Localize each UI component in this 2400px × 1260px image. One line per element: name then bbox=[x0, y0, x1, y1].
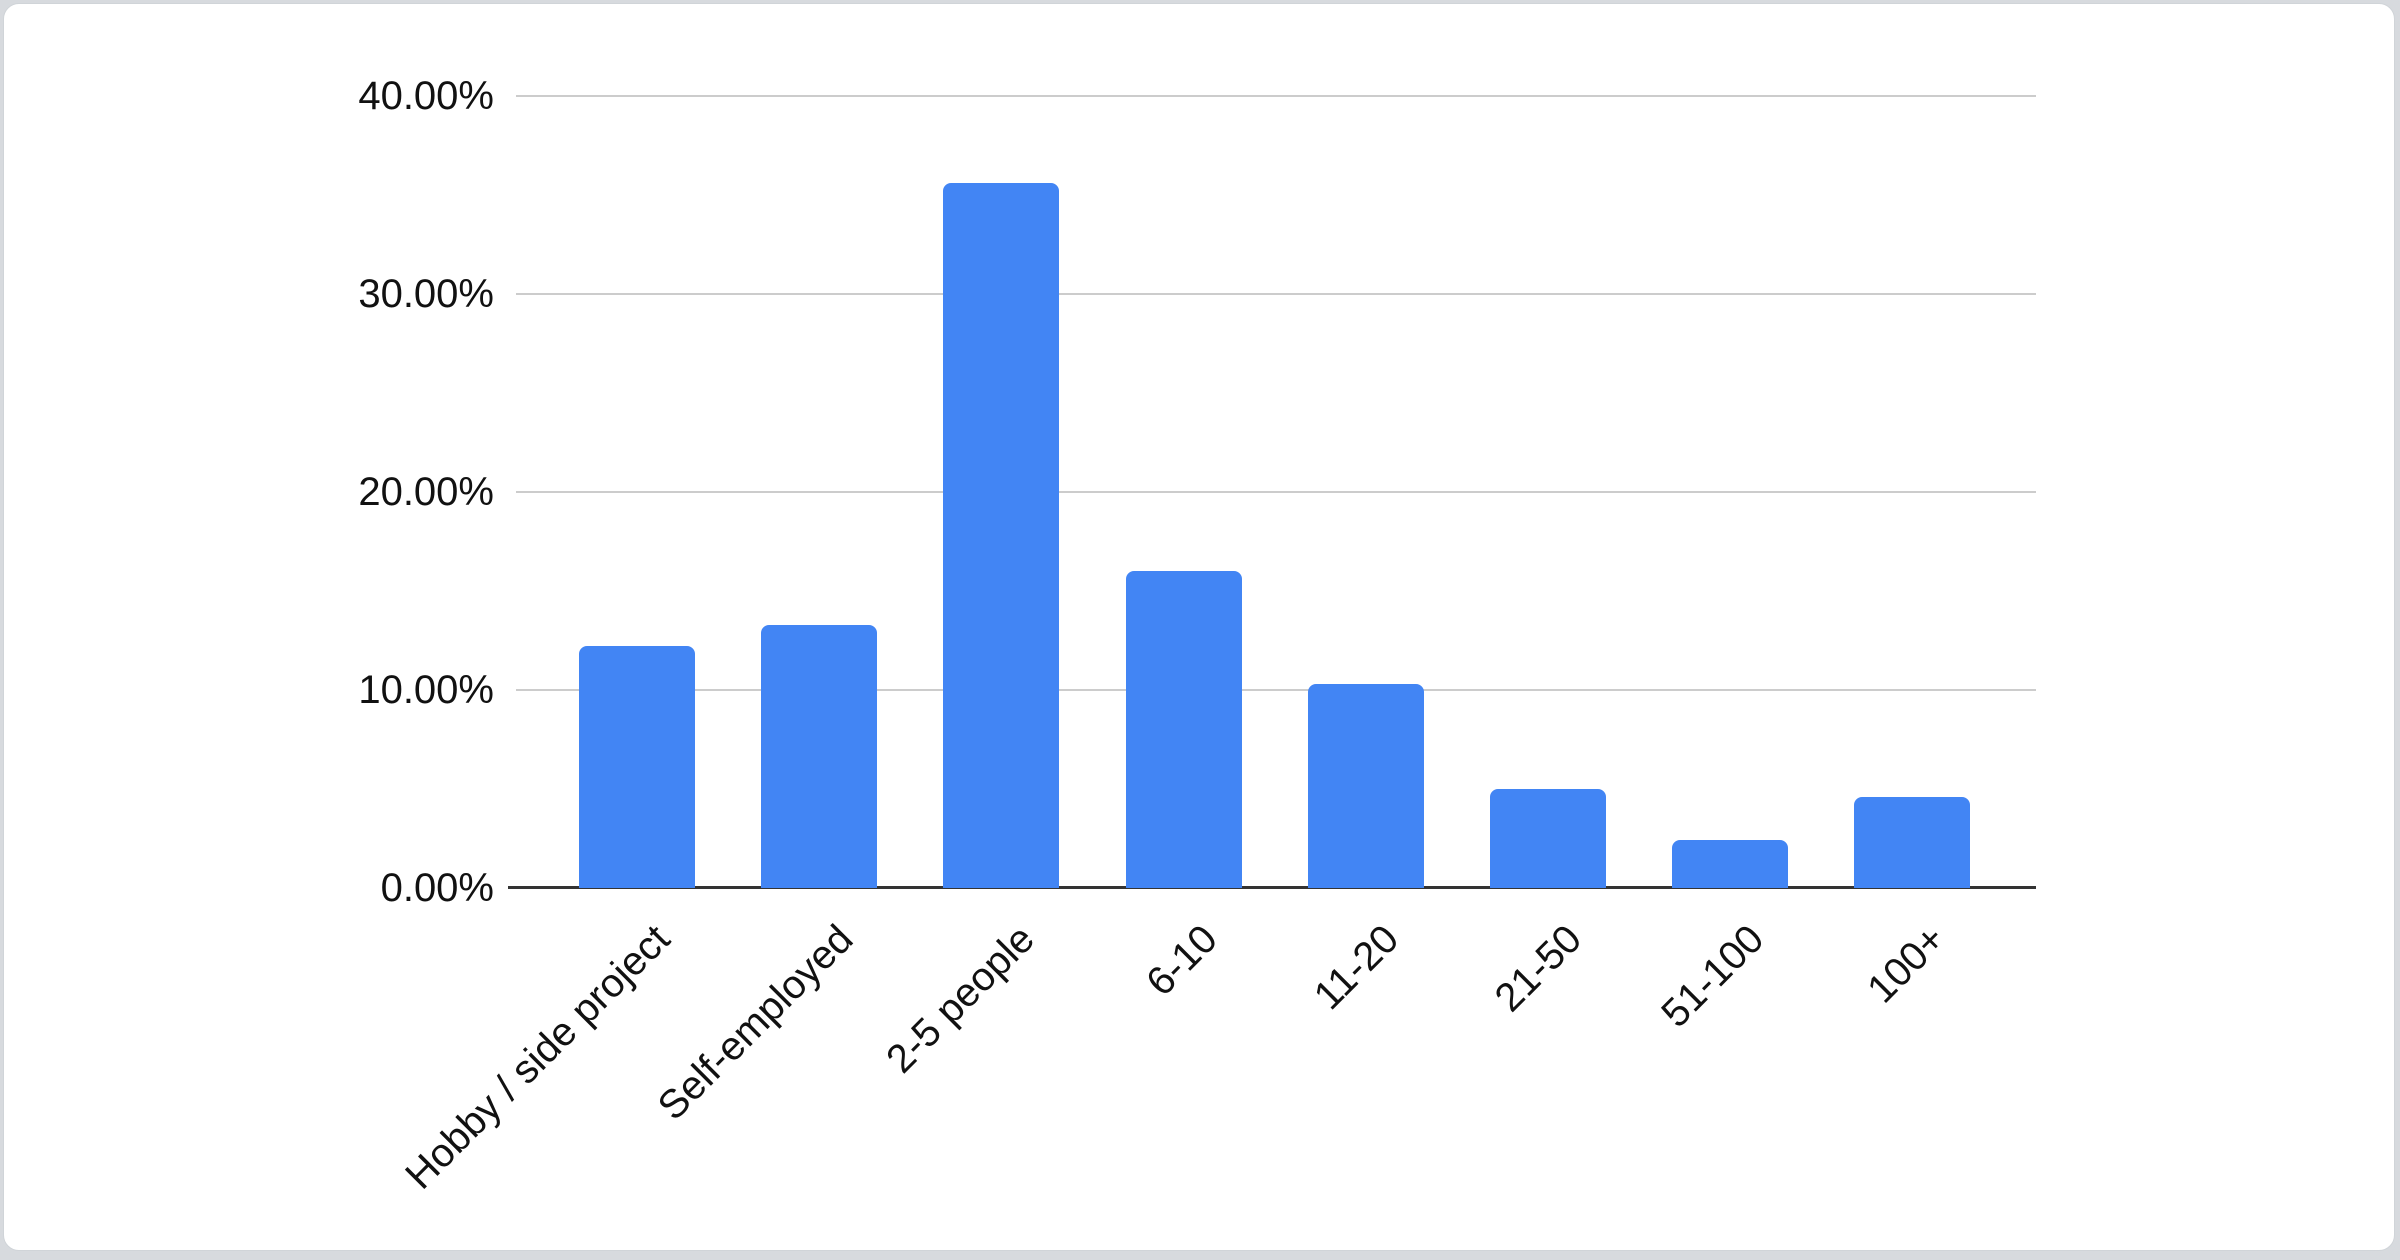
y-axis-tick-label: 10.00% bbox=[358, 668, 494, 712]
bar-6-10[interactable] bbox=[1126, 571, 1242, 888]
bar-2-5-people[interactable] bbox=[943, 183, 1059, 888]
chart-card: 0.00% 10.00% 20.00% 30.00% 40.00% Hobby / sid… bbox=[3, 3, 2395, 1251]
x-axis-line bbox=[508, 886, 2036, 889]
x-axis-category-label: Hobby / side project bbox=[397, 916, 679, 1198]
bar-51-100[interactable] bbox=[1672, 840, 1788, 888]
gridline-40pct bbox=[516, 95, 2036, 97]
x-axis-category-label: 21-50 bbox=[1486, 916, 1590, 1021]
x-axis-category-label: 6-10 bbox=[1137, 916, 1226, 1005]
x-axis-category-label: 2-5 people bbox=[878, 916, 1044, 1082]
bar-100[interactable] bbox=[1854, 797, 1970, 888]
y-axis-tick-label: 40.00% bbox=[358, 74, 494, 118]
x-axis-category-label: 11-20 bbox=[1306, 916, 1408, 1019]
x-axis-category-label: Self-employed bbox=[649, 916, 862, 1129]
y-axis-tick-label: 30.00% bbox=[358, 272, 494, 316]
y-axis-tick-label: 0.00% bbox=[380, 866, 494, 910]
gridline-30pct bbox=[516, 293, 2036, 295]
bar-11-20[interactable] bbox=[1308, 684, 1424, 888]
x-axis-category-label: 100+ bbox=[1859, 916, 1955, 1012]
bar-hobby-side-project[interactable] bbox=[579, 646, 695, 888]
bar-21-50[interactable] bbox=[1490, 789, 1606, 888]
y-axis-tick-label: 20.00% bbox=[358, 470, 494, 514]
x-axis-category-label: 51-100 bbox=[1652, 916, 1773, 1036]
bar-chart: 0.00% 10.00% 20.00% 30.00% 40.00% Hobby / sid… bbox=[4, 4, 2400, 1260]
gridline-20pct bbox=[516, 491, 2036, 493]
gridline-10pct bbox=[516, 689, 2036, 691]
bar-self-employed[interactable] bbox=[761, 625, 877, 888]
